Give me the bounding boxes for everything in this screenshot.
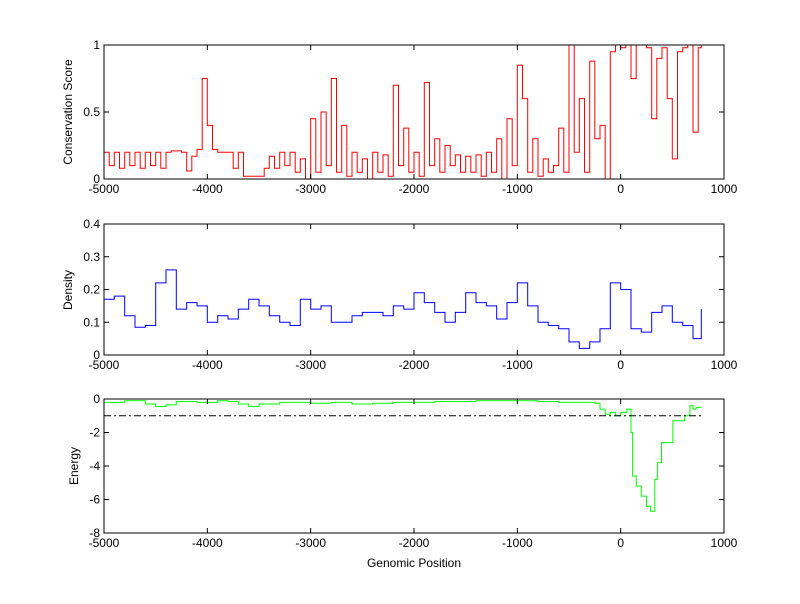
conservation-ytick-label: 1 (93, 38, 100, 52)
density-xtick-label: 0 (617, 358, 624, 372)
energy-xtick-label: -3000 (295, 536, 326, 550)
energy-xlabel: Genomic Position (367, 556, 461, 570)
energy-xtick-label: 0 (617, 536, 624, 550)
energy-xtick-label: -1000 (502, 536, 533, 550)
density-series-line (104, 269, 702, 349)
energy-ytick-label: -6 (89, 493, 100, 507)
energy-xtick-label: -5000 (89, 536, 120, 550)
density-ytick-label: 0.2 (83, 283, 100, 297)
energy-xtick-label: -4000 (192, 536, 223, 550)
density-axes: Density -5000 -4000 -3000 -2000 -1000 0 1000 0 0… (61, 217, 738, 372)
energy-ytick-label: -2 (89, 426, 100, 440)
energy-ytick-label: -8 (89, 526, 100, 540)
conservation-xtick-label: -1000 (502, 182, 533, 196)
conservation-xtick-label: -3000 (295, 182, 326, 196)
density-ytick-label: 0.4 (83, 217, 100, 231)
density-xtick-label: -3000 (295, 358, 326, 372)
energy-ytick-label: -4 (89, 459, 100, 473)
conservation-axes: Conservation Score -5000 -4000 -3000 -2000 -… (61, 38, 738, 196)
density-xtick-label: -1000 (502, 358, 533, 372)
conservation-xtick-label: 1000 (711, 182, 738, 196)
conservation-ylabel: Conservation Score (61, 59, 75, 165)
conservation-ytick-label: 0 (93, 172, 100, 186)
conservation-xtick-label: -4000 (192, 182, 223, 196)
energy-series-line (104, 400, 702, 512)
density-ytick-label: 0.3 (83, 250, 100, 264)
density-ytick-label: 0 (93, 348, 100, 362)
energy-xtick-label: 1000 (711, 536, 738, 550)
density-xtick-label: 1000 (711, 358, 738, 372)
density-xtick-label: -2000 (399, 358, 430, 372)
conservation-xtick-label: -2000 (399, 182, 430, 196)
energy-ylabel: Energy (67, 447, 81, 485)
density-ylabel: Density (61, 270, 75, 310)
energy-ytick-label: 0 (93, 392, 100, 406)
energy-xtick-label: -2000 (399, 536, 430, 550)
conservation-xtick-label: -5000 (89, 182, 120, 196)
density-xtick-label: -4000 (192, 358, 223, 372)
density-ytick-label: 0.1 (83, 315, 100, 329)
energy-axes: Energy Genomic Position -5000 -4000 -3000 -… (67, 392, 738, 570)
density-xtick-label: -5000 (89, 358, 120, 372)
conservation-xtick-label: 0 (617, 182, 624, 196)
conservation-series-line (104, 44, 702, 180)
conservation-ytick-label: 0.5 (83, 105, 100, 119)
